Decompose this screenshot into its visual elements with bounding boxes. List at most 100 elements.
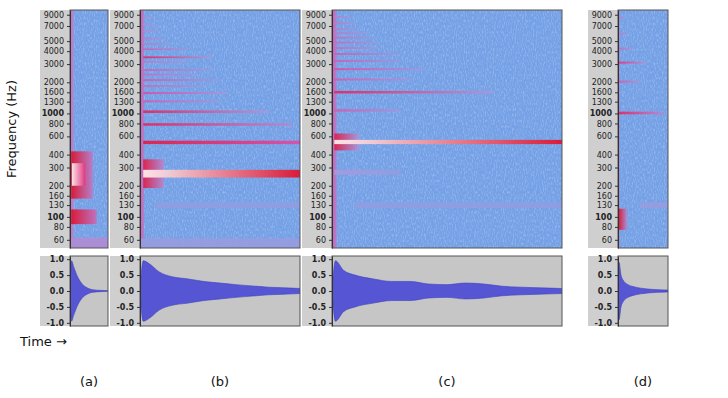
spectral-band <box>334 42 378 44</box>
tick-label: 5000 <box>44 37 64 46</box>
tick-label: -0.5 <box>595 303 613 312</box>
spectral-band <box>334 47 378 49</box>
tick-label: 9000 <box>114 11 134 20</box>
plot-background <box>332 10 562 248</box>
tick: 3000 <box>592 60 618 69</box>
spectrogram-plot <box>140 10 300 248</box>
tick-mark <box>329 259 332 260</box>
tick-mark <box>329 123 332 124</box>
tick: 0.0 <box>120 287 140 296</box>
tick-mark <box>615 113 618 114</box>
spectral-band <box>334 60 401 62</box>
panel-label: (d) <box>634 374 652 389</box>
tick-mark <box>67 41 70 42</box>
tick: 7000 <box>592 22 618 31</box>
tick-label: 130 <box>597 201 612 210</box>
tick-label: 1600 <box>44 88 64 97</box>
tick-label: 130 <box>119 201 134 210</box>
spectral-band <box>71 209 96 224</box>
tick-mark <box>67 275 70 276</box>
noise-texture <box>70 10 108 248</box>
tick: 0.5 <box>50 271 70 280</box>
tick-mark <box>329 92 332 93</box>
tick-mark <box>137 113 140 114</box>
tick-label: 160 <box>119 192 134 201</box>
spectral-band <box>143 48 188 50</box>
tick-mark <box>67 92 70 93</box>
tick: 60 <box>124 236 140 245</box>
spectral-band <box>72 163 85 185</box>
spectral-band <box>143 30 159 32</box>
tick-label: 60 <box>54 236 64 245</box>
y-axis: 6080100130160200300400600800100013001600… <box>590 11 619 249</box>
tick-label: 7000 <box>44 22 64 31</box>
tick-label: 2000 <box>114 78 134 87</box>
tick: 80 <box>316 223 332 232</box>
tick-mark <box>67 123 70 124</box>
axis-line <box>618 257 619 327</box>
tick-label: 100 <box>309 213 326 222</box>
tick-label: 200 <box>311 182 326 191</box>
tick-mark <box>137 275 140 276</box>
tick-label: 4000 <box>114 47 134 56</box>
tick: 1300 <box>114 98 140 107</box>
tick: 1300 <box>306 98 332 107</box>
y-axis: 6080100130160200300400600800100013001600… <box>112 11 141 249</box>
spectral-band <box>143 56 212 58</box>
tick-mark <box>137 291 140 292</box>
noise-texture <box>618 10 668 248</box>
tick-label: 9000 <box>44 11 64 20</box>
tick: 200 <box>311 182 332 191</box>
tick-label: 0.5 <box>598 271 613 280</box>
tick: 9000 <box>44 11 70 20</box>
y-axis: 6080100130160200300400600800100013001600… <box>42 11 71 249</box>
spectral-band <box>619 112 664 115</box>
tick: -0.5 <box>309 303 333 312</box>
tick-mark <box>67 26 70 27</box>
tick-mark <box>137 92 140 93</box>
tick-mark <box>329 240 332 241</box>
tick-label: 160 <box>49 192 64 201</box>
tick: 800 <box>119 120 140 129</box>
tick-label: 130 <box>49 201 64 210</box>
spectral-band <box>334 91 493 94</box>
spectral-band <box>143 79 220 81</box>
tick-mark <box>67 168 70 169</box>
tick: 4000 <box>114 47 140 56</box>
spectral-band <box>619 62 646 64</box>
tick-mark <box>615 196 618 197</box>
tick-mark <box>67 136 70 137</box>
plot-frame <box>332 256 562 326</box>
tick-label: 160 <box>597 192 612 201</box>
tick-label: 4000 <box>44 47 64 56</box>
spectrogram-plot <box>618 10 668 248</box>
tick-mark <box>67 323 70 324</box>
tick-label: 1.0 <box>120 255 135 264</box>
tick-label: 600 <box>49 132 64 141</box>
panel-label: (a) <box>80 374 98 389</box>
tick-mark <box>329 155 332 156</box>
noise-texture <box>332 10 562 248</box>
spectral-band <box>156 202 300 208</box>
spectral-band <box>143 141 300 144</box>
tick-mark <box>137 217 140 218</box>
tick: 160 <box>597 192 618 201</box>
tick: 5000 <box>114 37 140 46</box>
tick-mark <box>615 323 618 324</box>
tick-label: 1300 <box>114 98 134 107</box>
tick-mark <box>615 205 618 206</box>
spectral-band <box>70 238 108 248</box>
tick-label: 5000 <box>592 37 612 46</box>
waveform-axis: -1.0-0.50.00.51.0 <box>595 255 619 328</box>
tick-label: 0.0 <box>120 287 135 296</box>
tick-label: 400 <box>49 151 64 160</box>
axis-line <box>140 11 141 249</box>
spectral-band <box>143 38 164 40</box>
spectral-band <box>334 22 355 24</box>
tick-label: 0.5 <box>50 271 65 280</box>
tick-label: 4000 <box>592 47 612 56</box>
spectral-band <box>619 33 629 35</box>
tick-label: -0.5 <box>47 303 65 312</box>
tick: 100 <box>117 213 140 222</box>
spectral-band <box>334 37 373 39</box>
